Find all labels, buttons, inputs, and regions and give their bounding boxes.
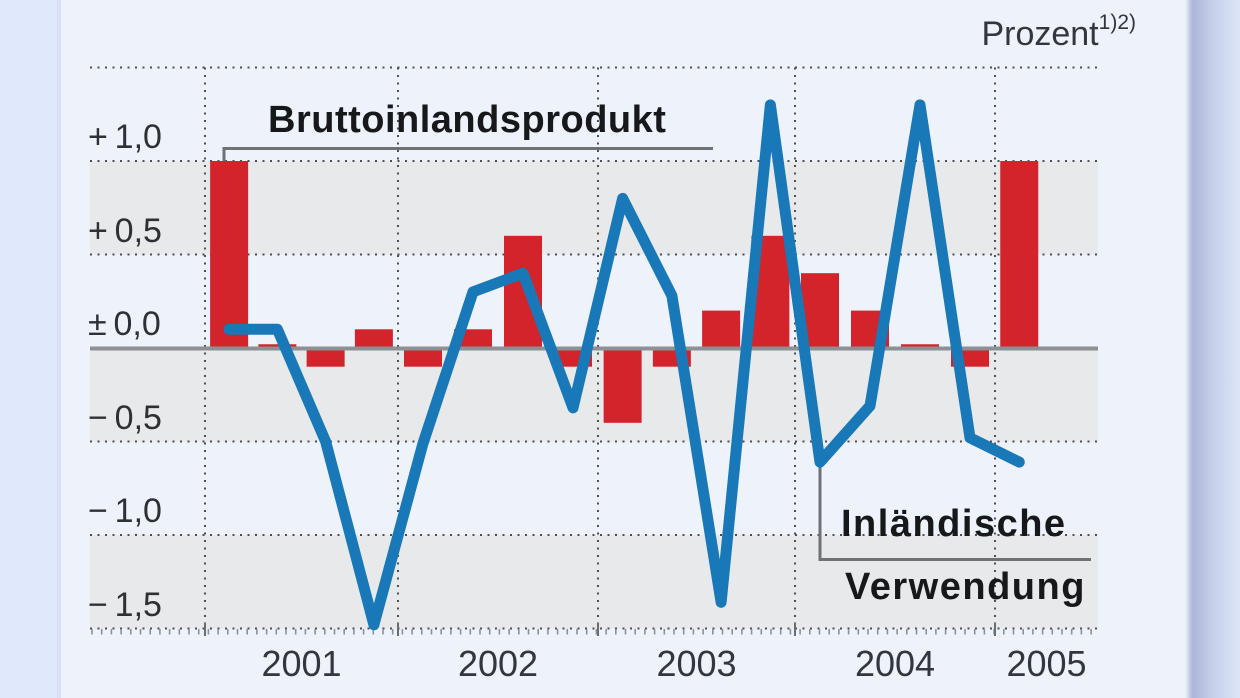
- gdp-label-leader: [222, 147, 713, 163]
- y-tick-label-1: + 0,5: [88, 211, 162, 250]
- gdp-series-label: Bruttoinlandsprodukt: [268, 99, 667, 141]
- gdp-bar-2001-q4: [354, 329, 393, 348]
- band-gray: [90, 535, 1098, 629]
- usage-series-label-line2: Verwendung: [845, 566, 1086, 608]
- usage-label-leader: [818, 462, 1091, 561]
- gdp-bar-2003-q1: [603, 348, 642, 423]
- y-tick-label-0: + 1,0: [88, 118, 162, 156]
- gdp-bar-2005-q1: [1000, 161, 1039, 348]
- x-tick-label-2003: 2003: [656, 643, 737, 684]
- gdp-bar-2001-q3: [306, 348, 345, 367]
- y-tick-label-2: ± 0,0: [88, 305, 161, 343]
- gdp-bar-2001-q2: [258, 344, 297, 348]
- unit-label: Prozent1)2): [981, 12, 1136, 54]
- gdp-bar-2001-q1: [210, 161, 249, 348]
- unit-text: Prozent: [981, 15, 1099, 53]
- gdp-bar-2002-q1: [404, 348, 442, 367]
- right-margin: [1185, 0, 1240, 698]
- y-tick-label-3: − 0,5: [88, 398, 162, 437]
- zero-line: [90, 346, 1098, 351]
- band-gray: [90, 348, 1098, 442]
- gdp-bar-2004-q3: [901, 344, 939, 348]
- left-margin: [0, 0, 61, 698]
- y-tick-label-4: − 1,0: [88, 492, 162, 530]
- usage-line: [223, 99, 1025, 631]
- x-tick-label-2002: 2002: [457, 643, 539, 684]
- gdp-bar-2002-q3: [504, 235, 542, 348]
- usage-series-label-line1: Inländische: [841, 503, 1067, 545]
- x-tick-label-2001: 2001: [261, 643, 342, 684]
- y-tick-label-5: − 1,5: [88, 585, 162, 624]
- footnote-marks-superscript: 1)2): [1098, 10, 1136, 34]
- x-tick-label-2004: 2004: [854, 643, 936, 684]
- gdp-bar-2003-q3: [702, 310, 741, 348]
- x-tick-label-2005: 2005: [1006, 643, 1087, 684]
